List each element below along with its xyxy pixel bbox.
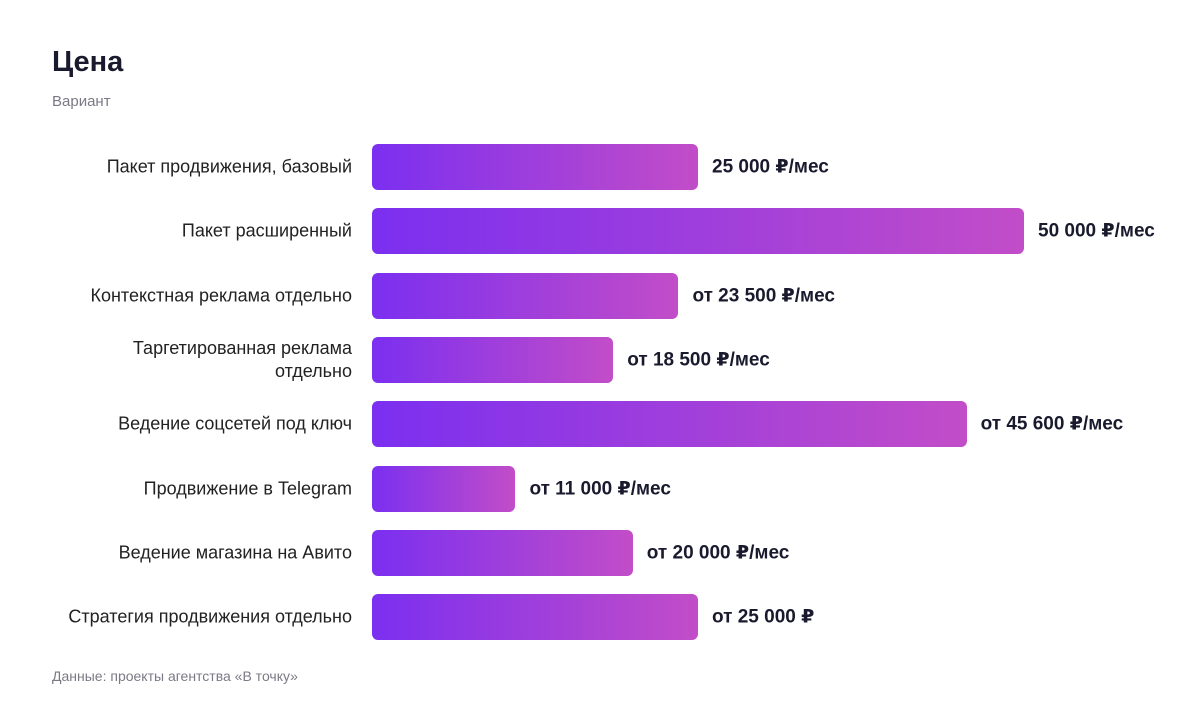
bar-row: Таргетированная реклама отдельно от 18 50… [0, 336, 1200, 383]
category-label: Продвижение в Telegram [143, 478, 352, 498]
bar [372, 401, 967, 448]
bar-row: Стратегия продвижения отдельно от 25 000 … [0, 594, 1200, 641]
category-label: Стратегия продвижения отдельно [68, 606, 352, 627]
bar [372, 208, 1024, 255]
category-label: Ведение магазина на Авито [118, 542, 352, 563]
value-label: от 18 500 ₽/мес [627, 349, 770, 371]
bar-row: Контекстная реклама отдельно от 23 500 ₽/… [0, 272, 1200, 319]
value-label: от 11 000 ₽/мес [529, 478, 671, 499]
bar [372, 529, 633, 576]
category-label: Пакет расширенный [181, 220, 352, 241]
bar [372, 465, 516, 512]
bar [372, 272, 679, 319]
value-label: 50 000 ₽/мес [1038, 220, 1155, 242]
bar-row: Ведение соцсетей под ключ от 45 600 ₽/мес [0, 401, 1200, 448]
value-label: от 23 500 ₽/мес [692, 285, 835, 307]
bar-row: Ведение магазина на Авито от 20 000 ₽/мес [0, 529, 1200, 576]
value-label: от 20 000 ₽/мес [646, 542, 790, 564]
source-note: Данные: проекты агентства «В точку» [52, 668, 298, 684]
bar [372, 144, 698, 190]
bar [372, 594, 698, 641]
category-label: Таргетированная реклама отдельно [132, 337, 352, 381]
value-label: от 45 600 ₽/мес [980, 413, 1124, 435]
chart-title: Цена [52, 46, 124, 78]
bar-row: Продвижение в Telegram от 11 000 ₽/мес [0, 465, 1200, 512]
bar-row: Пакет продвижения, базовый 25 000 ₽/мес [0, 144, 1200, 190]
value-label: 25 000 ₽/мес [712, 156, 829, 178]
bar [372, 336, 614, 383]
value-label: от 25 000 ₽ [712, 606, 815, 628]
chart-subtitle: Вариант [52, 93, 111, 110]
category-label: Контекстная реклама отдельно [90, 285, 352, 306]
bar-row: Пакет расширенный 50 000 ₽/мес [0, 208, 1200, 255]
category-label: Ведение соцсетей под ключ [118, 413, 352, 434]
category-label: Пакет продвижения, базовый [106, 156, 352, 177]
